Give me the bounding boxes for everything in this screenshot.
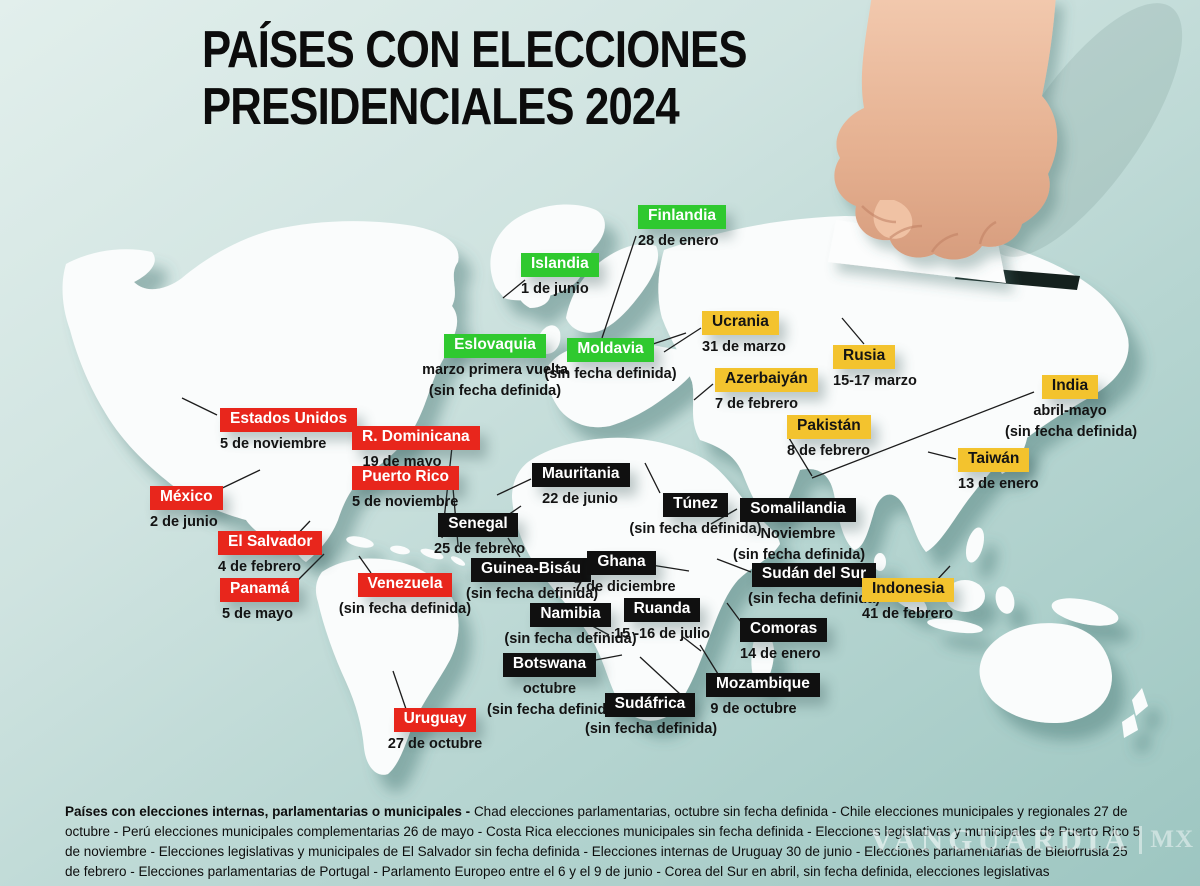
country-date: 28 de enero — [638, 232, 719, 249]
country-tag: Venezuela — [357, 573, 453, 597]
country-date: 15-17 marzo — [833, 372, 917, 389]
country-label-puerto-rico: Puerto Rico 5 de noviembre — [352, 466, 459, 511]
country-label-eslovaquia: Eslovaquia marzo primera vuelta (sin fecha… — [415, 334, 575, 400]
country-tag: Somalilandia — [740, 498, 856, 522]
country-tag: Ruanda — [623, 598, 701, 622]
country-date: 14 de enero — [740, 645, 821, 662]
country-date: 8 de febrero — [787, 442, 870, 459]
country-label-mexico: México 2 de junio — [150, 486, 223, 531]
country-date: (sin fecha definida) — [733, 546, 866, 563]
country-label-finlandia: Finlandia 28 de enero — [638, 205, 727, 250]
country-label-azerbaiyan: Azerbaiyán 7 de febrero — [715, 368, 818, 413]
country-date: 4 de febrero — [218, 558, 301, 575]
country-tag: Namibia — [530, 603, 611, 627]
country-tag: Botswana — [502, 653, 597, 677]
country-date: (sin fecha definida) — [428, 382, 562, 399]
country-tag: Islandia — [521, 253, 599, 277]
country-tag: Estados Unidos — [220, 408, 358, 432]
country-tag: Taiwán — [958, 448, 1030, 472]
country-tag: Guinea-Bisáu — [471, 558, 591, 582]
country-tag: Pakistán — [787, 415, 871, 439]
country-date: 27 de octubre — [387, 735, 483, 752]
country-tag: Panamá — [220, 578, 300, 602]
country-label-ucrania: Ucrania 31 de marzo — [702, 311, 786, 356]
country-tag: Sudán del Sur — [751, 563, 877, 587]
country-date: 41 de febrero — [862, 605, 954, 622]
country-tag: Ucrania — [702, 311, 779, 335]
country-label-rusia: Rusia 15-17 marzo — [833, 345, 917, 390]
country-tag: Túnez — [663, 493, 728, 517]
country-label-islandia: Islandia 1 de junio — [521, 253, 599, 298]
country-date: 2 de junio — [150, 513, 218, 530]
country-tag: India — [1041, 375, 1099, 399]
country-tag: Finlandia — [638, 205, 727, 229]
footer-body: Chad elecciones parlamentarias, octubre … — [65, 803, 1141, 880]
country-label-uruguay: Uruguay 27 de octubre — [385, 708, 485, 753]
country-date: 5 de noviembre — [352, 493, 459, 510]
country-tag: El Salvador — [218, 531, 323, 555]
country-label-estados-unidos: Estados Unidos 5 de noviembre — [220, 408, 358, 453]
footer-note: Países con elecciones internas, parlamen… — [65, 802, 1143, 883]
country-date: 22 de junio — [542, 490, 618, 507]
country-date: 5 de noviembre — [220, 435, 327, 452]
country-label-mauritania: Mauritania 22 de junio — [532, 463, 630, 508]
country-tag: Uruguay — [393, 708, 477, 732]
country-date: 15 -16 de julio — [614, 625, 710, 642]
country-tag: Mauritania — [532, 463, 630, 487]
country-date: 31 de marzo — [702, 338, 786, 355]
country-date: abril-mayo — [1033, 402, 1107, 419]
country-label-indonesia: Indonesia 41 de febrero — [862, 578, 955, 623]
country-label-india: India abril-mayo (sin fecha definida) — [1005, 375, 1138, 441]
country-tag: Senegal — [438, 513, 518, 537]
country-label-panama: Panamá 5 de mayo — [220, 578, 300, 623]
country-label-ruanda: Ruanda 15 -16 de julio — [612, 598, 712, 643]
page-title: PAÍSES CON ELECCIONES PRESIDENCIALES 202… — [202, 21, 747, 137]
country-label-r-dominicana: R. Dominicana 19 de mayo — [352, 426, 480, 471]
country-date: (sin fecha definida) — [748, 590, 881, 607]
country-date: Noviembre — [760, 525, 836, 542]
country-label-sudan-del-sur: Sudán del Sur (sin fecha definida) — [748, 563, 880, 608]
country-tag: Comoras — [740, 618, 828, 642]
country-label-comoras: Comoras 14 de enero — [740, 618, 828, 663]
country-date: 5 de mayo — [222, 605, 293, 622]
country-tag: Sudáfrica — [604, 693, 696, 717]
country-date: 13 de enero — [958, 475, 1039, 492]
country-tag: Rusia — [833, 345, 896, 369]
country-date: 1 de junio — [521, 280, 589, 297]
country-label-senegal: Senegal 25 de febrero — [434, 513, 526, 558]
country-label-sudafrica: Sudáfrica (sin fecha definida) — [585, 693, 718, 738]
country-tag: R. Dominicana — [352, 426, 480, 450]
country-tag: México — [150, 486, 223, 510]
country-date: (sin fecha definida) — [585, 720, 718, 737]
country-label-mozambique: Mozambique 9 de octubre — [706, 673, 820, 718]
country-label-moldavia: Moldavia (sin fecha definida) — [543, 338, 678, 383]
country-date: 7 de diciembre — [574, 578, 676, 595]
footer-lead: Países con elecciones internas, parlamen… — [65, 803, 474, 819]
country-date: (sin fecha definida) — [1005, 423, 1138, 440]
country-label-pakistan: Pakistán 8 de febrero — [787, 415, 871, 460]
country-date: 9 de octubre — [710, 700, 797, 717]
title-line-2: PRESIDENCIALES 2024 — [202, 78, 680, 137]
country-date: (sin fecha definida) — [338, 600, 472, 617]
country-tag: Indonesia — [862, 578, 955, 602]
country-date: 25 de febrero — [434, 540, 526, 557]
country-label-somalilandia: Somalilandia Noviembre (sin fecha definida… — [733, 498, 866, 564]
country-date: (sin fecha definida) — [544, 365, 677, 382]
country-tag: Eslovaquia — [444, 334, 546, 358]
country-label-taiwan: Taiwán 13 de enero — [958, 448, 1039, 493]
country-label-venezuela: Venezuela (sin fecha definida) — [330, 573, 480, 618]
title-line-1: PAÍSES CON ELECCIONES — [202, 21, 747, 79]
country-tag: Puerto Rico — [352, 466, 459, 490]
country-tag: Moldavia — [567, 338, 654, 362]
country-label-ghana: Ghana 7 de diciembre — [574, 551, 676, 596]
country-tag: Mozambique — [706, 673, 820, 697]
country-tag: Ghana — [587, 551, 656, 575]
country-date: 7 de febrero — [715, 395, 798, 412]
country-label-el-salvador: El Salvador 4 de febrero — [218, 531, 323, 576]
country-tag: Azerbaiyán — [715, 368, 818, 392]
